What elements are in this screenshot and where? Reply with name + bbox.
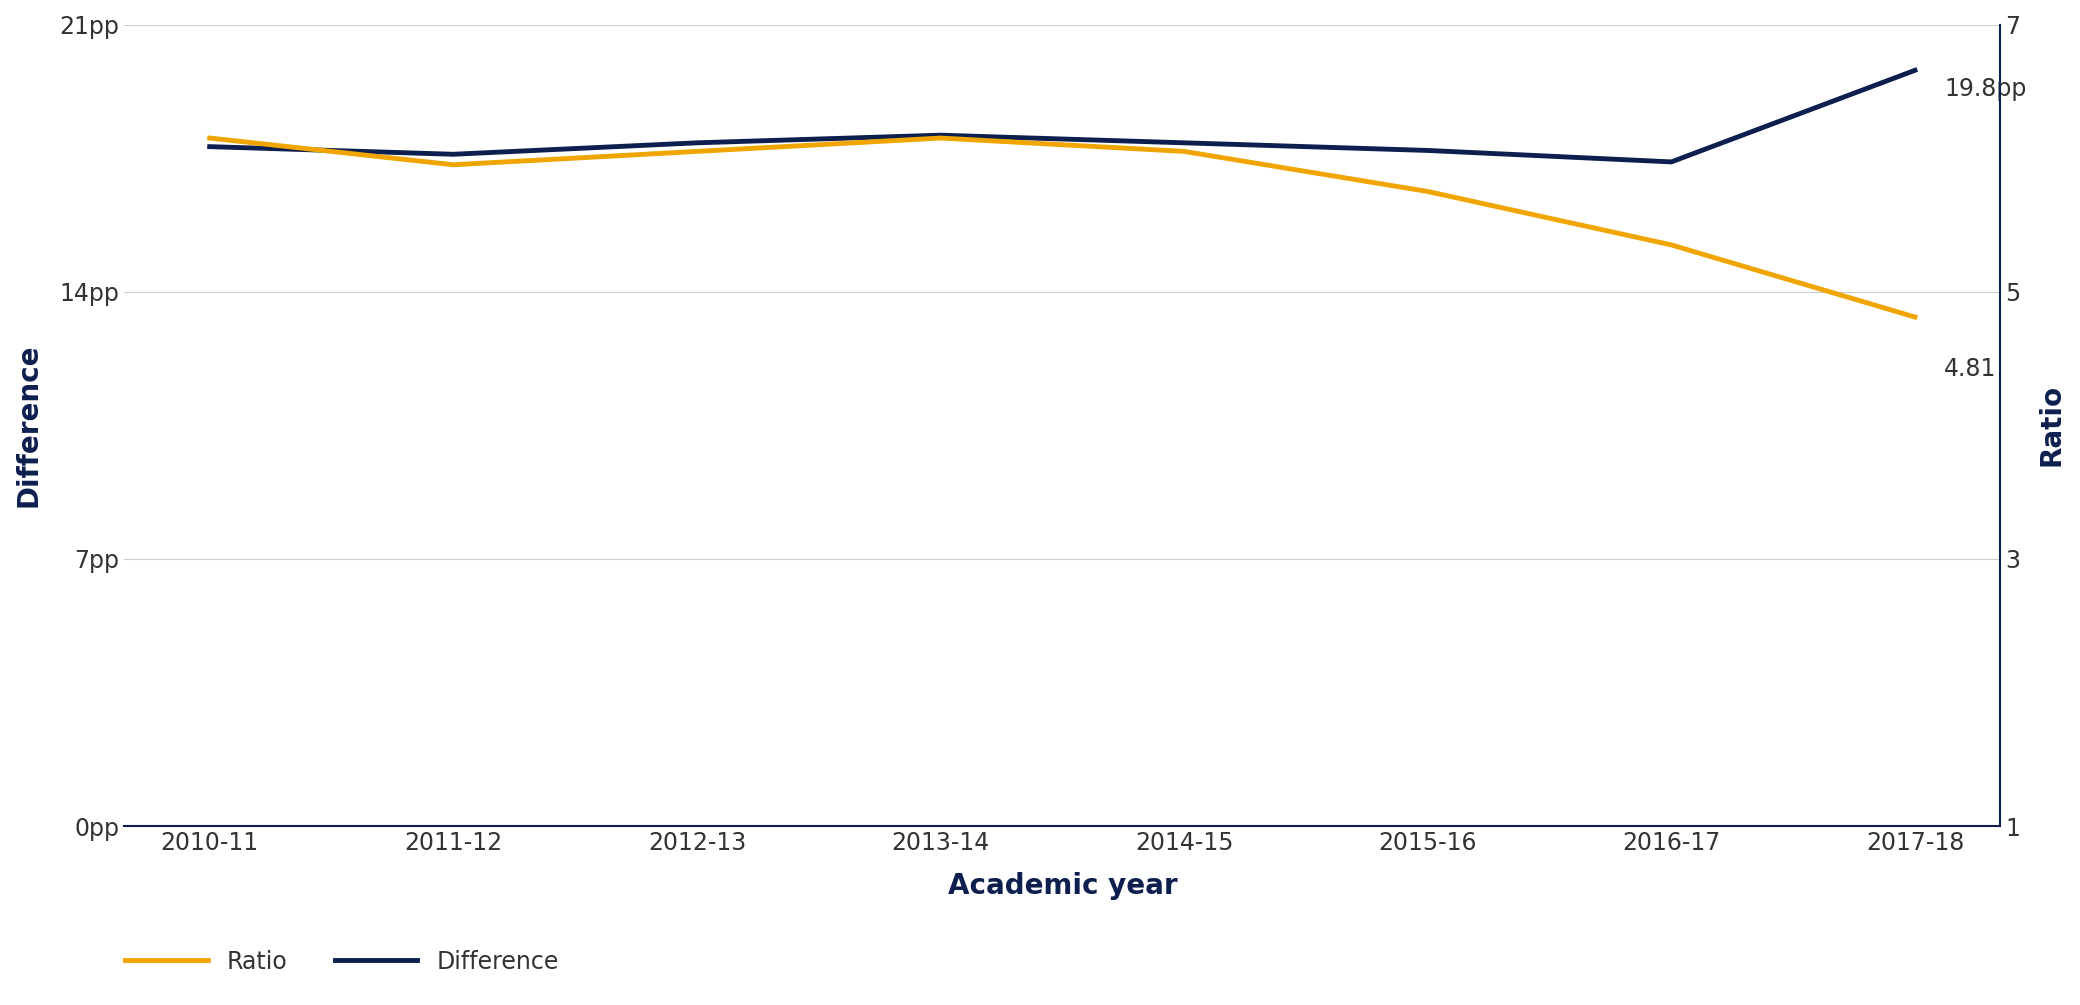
Y-axis label: Difference: Difference — [15, 344, 44, 507]
Y-axis label: Ratio: Ratio — [2036, 384, 2065, 466]
X-axis label: Academic year: Academic year — [948, 871, 1177, 899]
Text: 4.81: 4.81 — [1945, 357, 1997, 381]
Legend: Ratio, Difference: Ratio, Difference — [116, 941, 568, 983]
Text: 19.8pp: 19.8pp — [1945, 77, 2026, 102]
